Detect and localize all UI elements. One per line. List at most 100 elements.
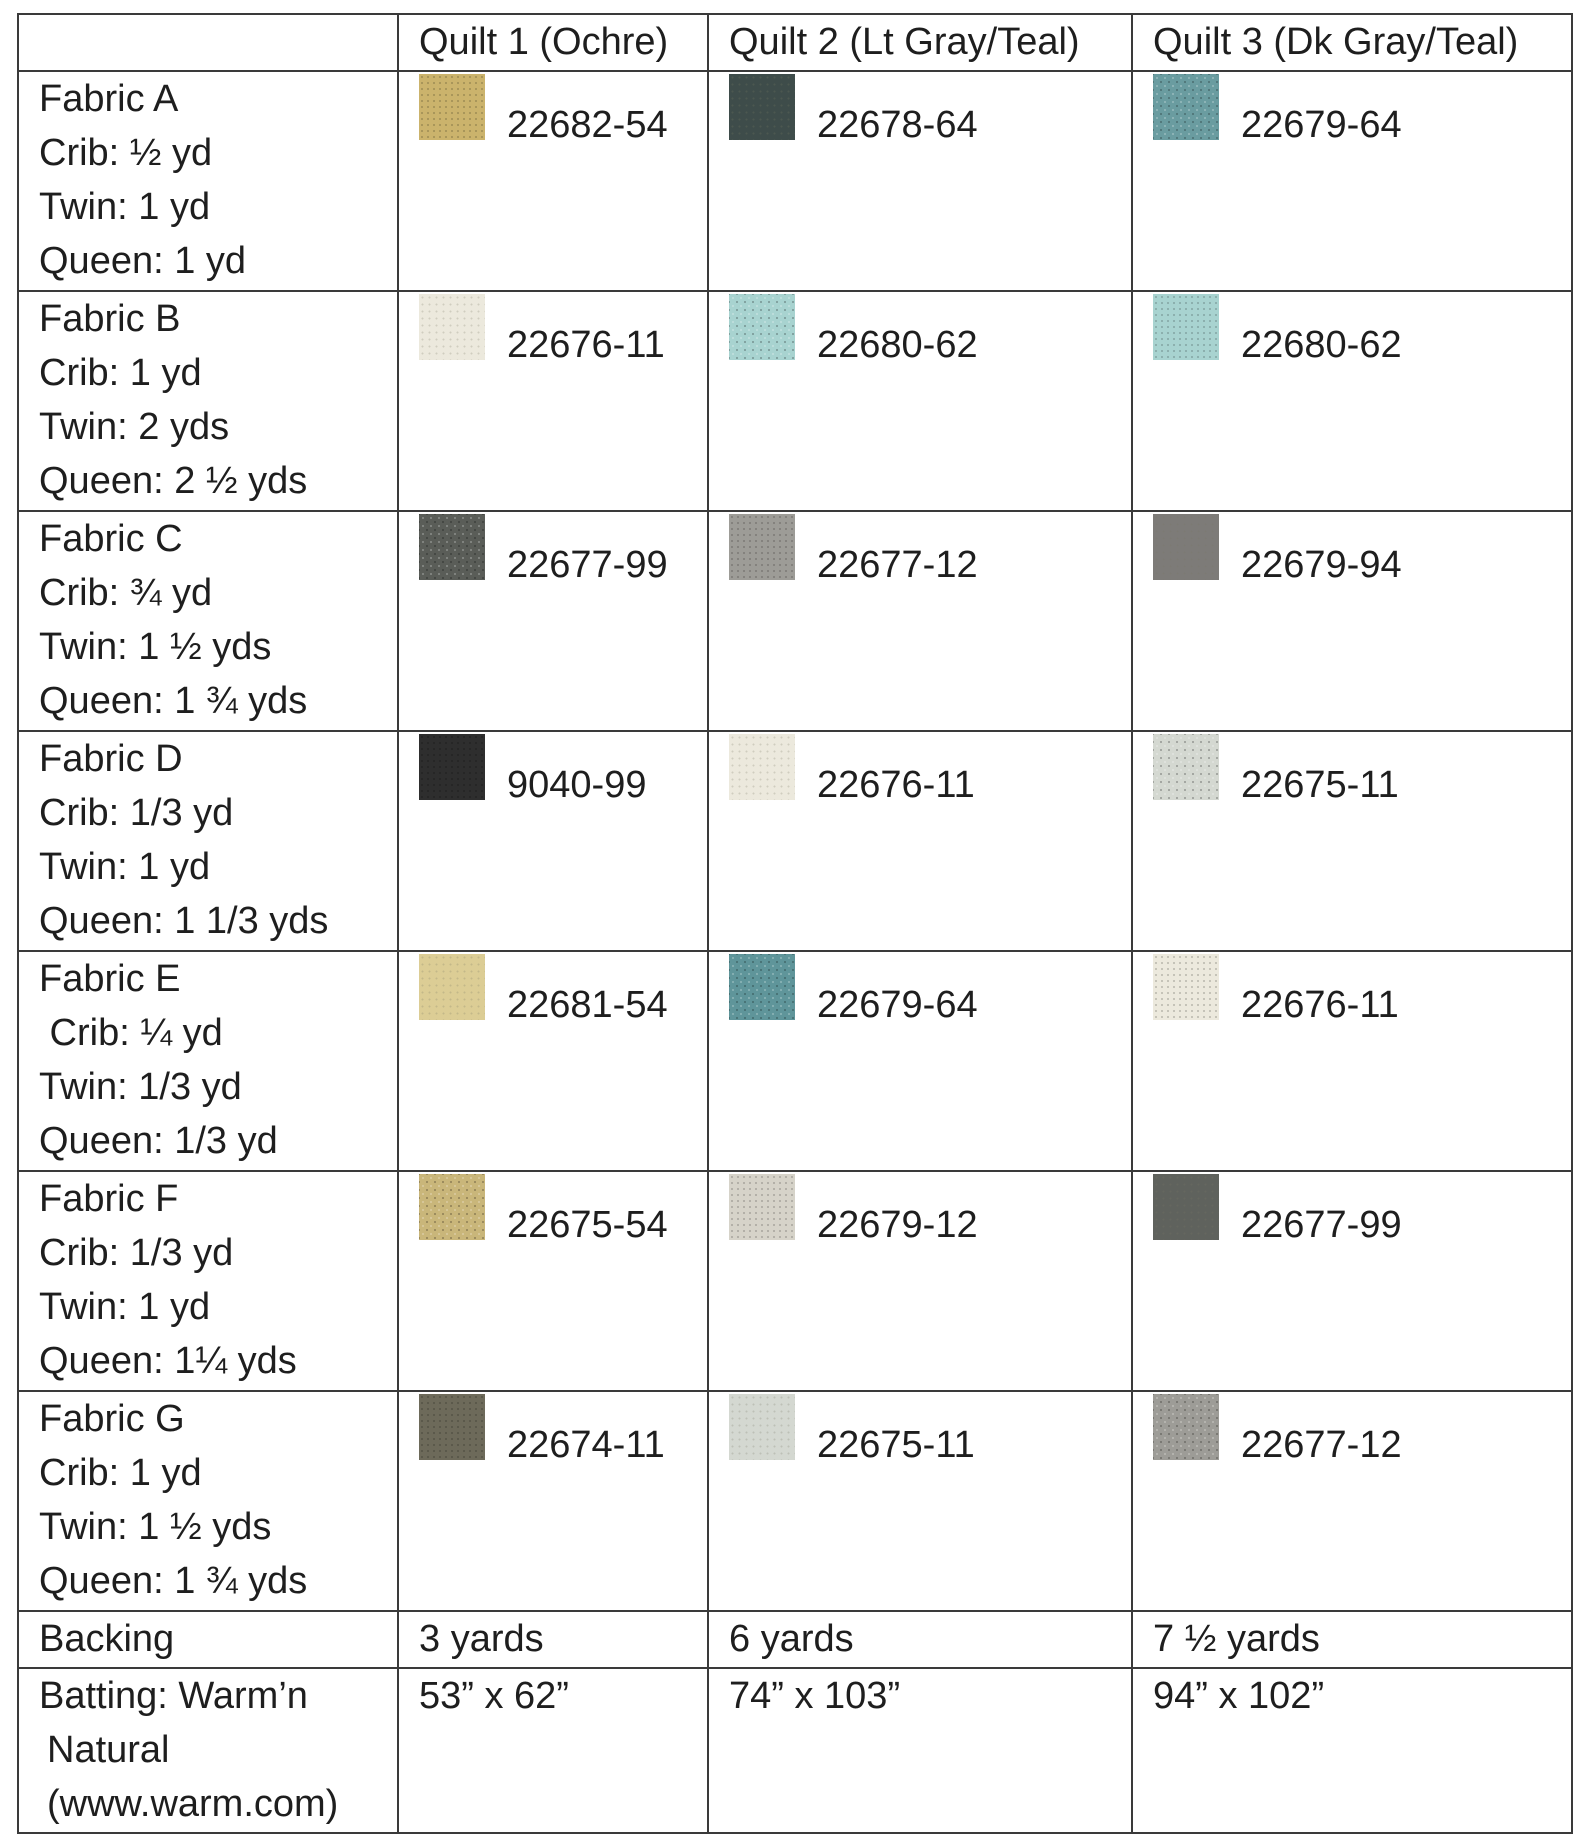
- crib-amount: Crib: ¼ yd: [39, 1012, 223, 1054]
- fabric-swatch: [419, 1394, 485, 1460]
- crib-amount: Crib: 1/3 yd: [39, 792, 234, 834]
- queen-amount: Queen: 1 ¾ yds: [39, 1560, 308, 1602]
- fabric-cell-quilt-1: 22674-11: [397, 1390, 709, 1612]
- fabric-swatch: [1153, 294, 1219, 360]
- fabric-swatch: [1153, 74, 1219, 140]
- header-quilt-3: Quilt 3 (Dk Gray/Teal): [1131, 13, 1573, 72]
- fabric-swatch: [1153, 954, 1219, 1020]
- fabric-code: 22680-62: [817, 324, 978, 366]
- fabric-cell-quilt-2: 22677-12: [707, 510, 1133, 732]
- fabric-requirements-table: Quilt 1 (Ochre) Quilt 2 (Lt Gray/Teal) Q…: [17, 13, 1573, 1834]
- fabric-code: 22676-11: [1241, 984, 1399, 1026]
- fabric-swatch: [1153, 1394, 1219, 1460]
- fabric-swatch: [419, 74, 485, 140]
- backing-row: Backing 3 yards 6 yards 7 ½ yards: [17, 1610, 1573, 1669]
- fabric-name: Fabric F: [39, 1178, 179, 1220]
- fabric-requirements-table-container: Quilt 1 (Ochre) Quilt 2 (Lt Gray/Teal) Q…: [17, 13, 1573, 1834]
- twin-amount: Twin: 1/3 yd: [39, 1066, 242, 1108]
- fabric-name: Fabric G: [39, 1398, 185, 1440]
- twin-amount: Twin: 1 yd: [39, 186, 211, 228]
- fabric-code: 22677-99: [507, 544, 668, 586]
- backing-quilt-3: 7 ½ yards: [1131, 1610, 1573, 1669]
- header-row: Quilt 1 (Ochre) Quilt 2 (Lt Gray/Teal) Q…: [17, 13, 1573, 72]
- fabric-code: 22674-11: [507, 1424, 665, 1466]
- fabric-swatch: [419, 514, 485, 580]
- queen-amount: Queen: 1 1/3 yds: [39, 900, 329, 942]
- queen-amount: Queen: 1 ¾ yds: [39, 680, 308, 722]
- fabric-name: Fabric D: [39, 738, 183, 780]
- fabric-code: 22677-12: [817, 544, 978, 586]
- fabric-cell-quilt-1: 22676-11: [397, 290, 709, 512]
- crib-amount: Crib: ¾ yd: [39, 572, 213, 614]
- fabric-name: Fabric E: [39, 958, 181, 1000]
- header-quilt-1: Quilt 1 (Ochre): [397, 13, 709, 72]
- fabric-cell-quilt-1: 22682-54: [397, 70, 709, 292]
- fabric-swatch: [1153, 1174, 1219, 1240]
- fabric-row: Fabric A Crib: ½ yd Twin: 1 yd Queen: 1 yd 2…: [17, 70, 1573, 292]
- twin-amount: Twin: 1 yd: [39, 1286, 211, 1328]
- fabric-label-cell: Fabric A Crib: ½ yd Twin: 1 yd Queen: 1 yd: [17, 70, 399, 292]
- fabric-cell-quilt-2: 22679-12: [707, 1170, 1133, 1392]
- batting-quilt-1: 53” x 62”: [397, 1667, 709, 1834]
- fabric-code: 22681-54: [507, 984, 668, 1026]
- fabric-row: Fabric C Crib: ¾ yd Twin: 1 ½ yds Queen: 1 …: [17, 510, 1573, 732]
- fabric-cell-quilt-2: 22679-64: [707, 950, 1133, 1172]
- fabric-swatch: [729, 954, 795, 1020]
- fabric-swatch: [419, 954, 485, 1020]
- fabric-label-cell: Fabric F Crib: 1/3 yd Twin: 1 yd Queen: 1¼ …: [17, 1170, 399, 1392]
- fabric-code: 22677-99: [1241, 1204, 1402, 1246]
- backing-quilt-2: 6 yards: [707, 1610, 1133, 1669]
- fabric-cell-quilt-3: 22676-11: [1131, 950, 1573, 1172]
- crib-amount: Crib: 1 yd: [39, 352, 202, 394]
- fabric-code: 22679-64: [817, 984, 978, 1026]
- fabric-swatch: [729, 74, 795, 140]
- fabric-code: 22676-11: [507, 324, 665, 366]
- crib-amount: Crib: ½ yd: [39, 132, 213, 174]
- fabric-swatch: [729, 514, 795, 580]
- fabric-swatch: [729, 1174, 795, 1240]
- queen-amount: Queen: 2 ½ yds: [39, 460, 308, 502]
- fabric-cell-quilt-3: 22677-12: [1131, 1390, 1573, 1612]
- fabric-code: 22676-11: [817, 764, 975, 806]
- fabric-swatch: [1153, 514, 1219, 580]
- fabric-name: Fabric A: [39, 78, 179, 120]
- fabric-code: 22679-94: [1241, 544, 1402, 586]
- fabric-swatch: [419, 734, 485, 800]
- fabric-cell-quilt-1: 9040-99: [397, 730, 709, 952]
- crib-amount: Crib: 1 yd: [39, 1452, 202, 1494]
- fabric-label-cell: Fabric C Crib: ¾ yd Twin: 1 ½ yds Queen: 1 …: [17, 510, 399, 732]
- fabric-row: Fabric D Crib: 1/3 yd Twin: 1 yd Queen: 1 1…: [17, 730, 1573, 952]
- batting-label-line-1: Batting: Warm’n: [39, 1675, 308, 1717]
- batting-label-cell: Batting: Warm’n Natural (www.warm.com): [17, 1667, 399, 1834]
- twin-amount: Twin: 1 ½ yds: [39, 1506, 272, 1548]
- queen-amount: Queen: 1/3 yd: [39, 1120, 278, 1162]
- fabric-swatch: [419, 294, 485, 360]
- twin-amount: Twin: 1 ½ yds: [39, 626, 272, 668]
- fabric-code: 22677-12: [1241, 1424, 1402, 1466]
- twin-amount: Twin: 1 yd: [39, 846, 211, 888]
- backing-label: Backing: [17, 1610, 399, 1669]
- fabric-row: Fabric B Crib: 1 yd Twin: 2 yds Queen: 2 ½ …: [17, 290, 1573, 512]
- batting-label-line-2: Natural: [47, 1729, 170, 1771]
- header-corner-cell: [17, 13, 399, 72]
- batting-row: Batting: Warm’n Natural (www.warm.com) 5…: [17, 1667, 1573, 1834]
- fabric-row: Fabric G Crib: 1 yd Twin: 1 ½ yds Queen: 1 …: [17, 1390, 1573, 1612]
- fabric-cell-quilt-2: 22678-64: [707, 70, 1133, 292]
- fabric-code: 22679-12: [817, 1204, 978, 1246]
- fabric-code: 22682-54: [507, 104, 668, 146]
- fabric-cell-quilt-3: 22680-62: [1131, 290, 1573, 512]
- crib-amount: Crib: 1/3 yd: [39, 1232, 234, 1274]
- fabric-cell-quilt-2: 22675-11: [707, 1390, 1133, 1612]
- fabric-cell-quilt-3: 22679-94: [1131, 510, 1573, 732]
- fabric-code: 22680-62: [1241, 324, 1402, 366]
- fabric-code: 9040-99: [507, 764, 647, 806]
- batting-quilt-2: 74” x 103”: [707, 1667, 1133, 1834]
- fabric-row: Fabric F Crib: 1/3 yd Twin: 1 yd Queen: 1¼ …: [17, 1170, 1573, 1392]
- queen-amount: Queen: 1¼ yds: [39, 1340, 297, 1382]
- header-quilt-2: Quilt 2 (Lt Gray/Teal): [707, 13, 1133, 72]
- fabric-cell-quilt-1: 22675-54: [397, 1170, 709, 1392]
- fabric-cell-quilt-1: 22677-99: [397, 510, 709, 732]
- fabric-code: 22679-64: [1241, 104, 1402, 146]
- fabric-code: 22678-64: [817, 104, 978, 146]
- queen-amount: Queen: 1 yd: [39, 240, 247, 282]
